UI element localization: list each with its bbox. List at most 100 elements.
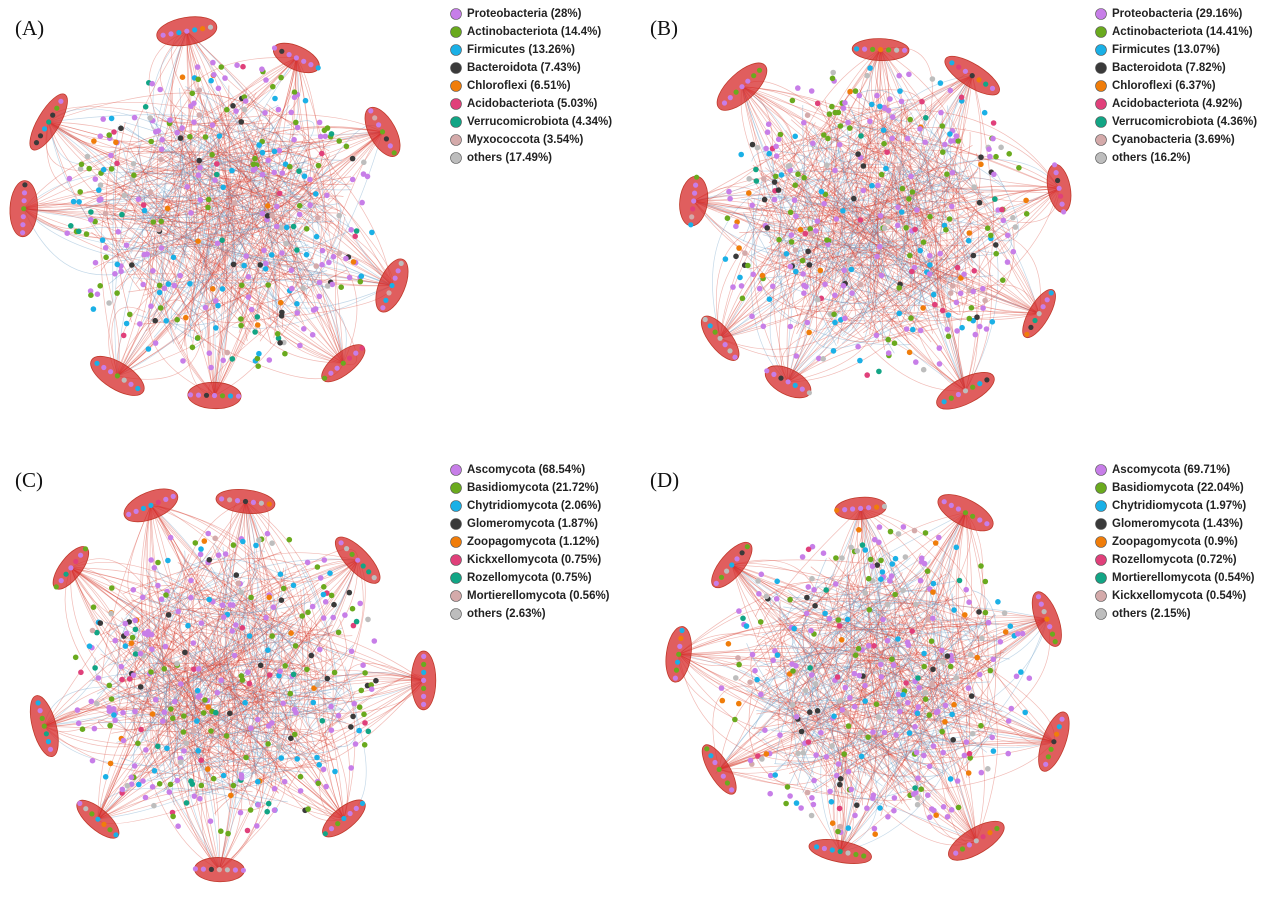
node: [222, 75, 228, 81]
node: [272, 45, 277, 50]
node: [864, 805, 870, 811]
node: [916, 704, 922, 710]
node: [1006, 718, 1012, 724]
node: [720, 698, 726, 704]
node: [300, 613, 306, 619]
node: [915, 775, 921, 781]
node: [940, 750, 946, 756]
node: [127, 676, 133, 682]
node: [255, 363, 261, 369]
node: [801, 290, 807, 296]
node: [163, 318, 169, 324]
node: [229, 628, 235, 634]
legend-text: Kickxellomycota (0.75%): [467, 554, 601, 566]
node: [968, 652, 974, 658]
node: [166, 281, 172, 287]
node: [315, 215, 321, 221]
node: [807, 390, 812, 395]
node: [977, 672, 983, 678]
node: [124, 242, 130, 248]
node: [737, 275, 743, 281]
node: [823, 587, 829, 593]
node: [132, 763, 138, 769]
node: [894, 48, 899, 53]
node: [275, 331, 281, 337]
node: [806, 739, 812, 745]
node: [269, 540, 275, 546]
node: [301, 326, 307, 332]
node: [812, 603, 818, 609]
node: [22, 190, 27, 195]
node: [878, 558, 884, 564]
node: [38, 708, 43, 713]
node: [88, 292, 94, 298]
node: [775, 652, 781, 658]
node: [292, 95, 298, 101]
node: [869, 102, 875, 108]
node: [213, 298, 219, 304]
node: [992, 196, 998, 202]
node: [793, 663, 799, 669]
node: [969, 305, 975, 311]
node: [148, 503, 153, 508]
node: [153, 697, 159, 703]
node: [892, 340, 898, 346]
node: [191, 119, 197, 125]
node: [252, 329, 258, 335]
node: [87, 643, 93, 649]
node: [136, 782, 142, 788]
node: [902, 48, 907, 53]
node: [78, 670, 84, 676]
node: [927, 253, 933, 259]
node: [907, 117, 913, 123]
node: [354, 806, 359, 811]
node: [209, 867, 214, 872]
node: [918, 786, 924, 792]
node: [934, 710, 940, 716]
node: [351, 259, 357, 265]
node: [1042, 609, 1047, 614]
node: [912, 528, 918, 534]
node: [878, 576, 884, 582]
node: [350, 606, 356, 612]
node: [265, 282, 271, 288]
node: [677, 644, 682, 649]
node: [148, 557, 154, 563]
node: [183, 315, 189, 321]
node: [811, 587, 817, 593]
node: [713, 330, 718, 335]
node: [1061, 209, 1066, 214]
node: [76, 199, 82, 205]
node: [307, 177, 313, 183]
node: [983, 82, 988, 87]
node: [361, 160, 367, 166]
node: [882, 730, 888, 736]
node: [78, 553, 83, 558]
node: [148, 669, 154, 675]
node: [822, 611, 828, 617]
node: [321, 592, 327, 598]
node: [916, 685, 922, 691]
node: [353, 741, 359, 747]
node: [75, 707, 81, 713]
node: [94, 701, 100, 707]
node: [197, 796, 203, 802]
node: [175, 823, 181, 829]
node: [234, 62, 240, 68]
node: [1011, 249, 1017, 255]
node: [284, 225, 290, 231]
node: [279, 49, 284, 54]
legend-text: Basidiomycota (22.04%): [1112, 482, 1244, 494]
node: [1024, 211, 1030, 217]
node: [301, 59, 306, 64]
node: [123, 643, 129, 649]
legend-text: Chloroflexi (6.37%): [1112, 80, 1216, 92]
node: [841, 268, 847, 274]
node: [770, 284, 776, 290]
node: [890, 561, 896, 567]
node: [316, 781, 322, 787]
node: [971, 184, 977, 190]
node: [392, 150, 397, 155]
node: [878, 47, 883, 52]
node: [794, 800, 800, 806]
